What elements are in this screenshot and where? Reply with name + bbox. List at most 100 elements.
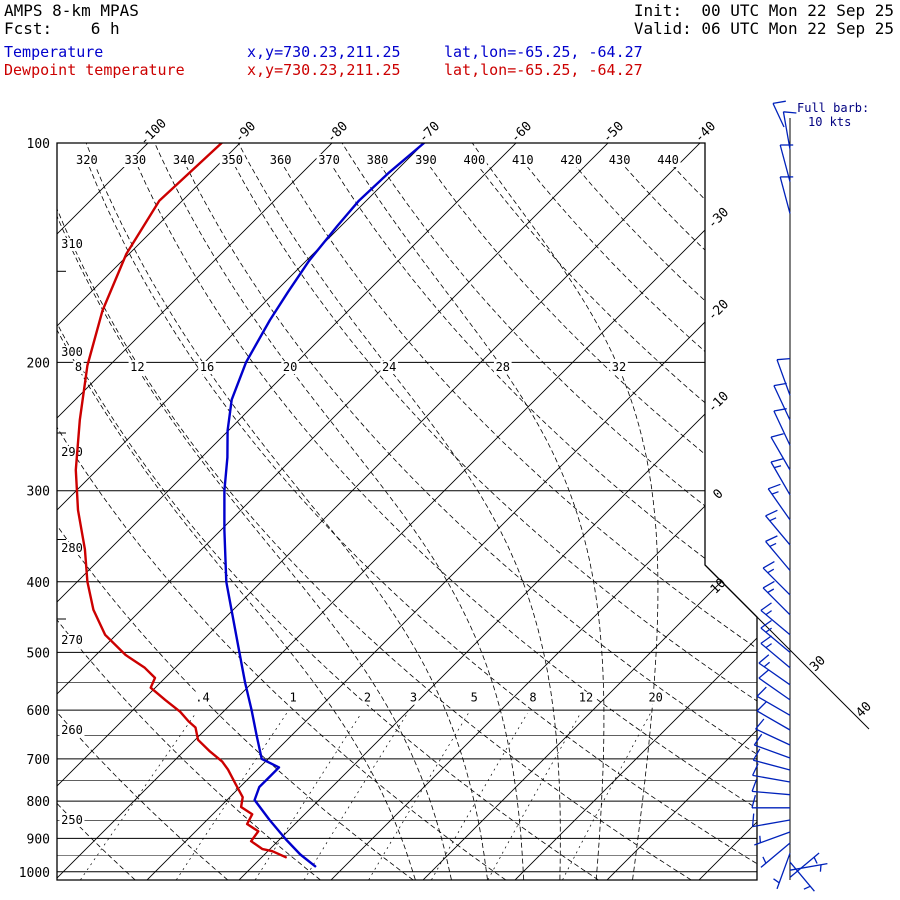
svg-text:-90: -90	[232, 119, 259, 146]
svg-text:40: 40	[853, 699, 875, 721]
svg-text:-40: -40	[692, 119, 719, 146]
svg-text:360: 360	[270, 153, 292, 167]
svg-text:260: 260	[61, 723, 83, 737]
dewpoint-trace	[74, 143, 287, 859]
wind-barb	[773, 385, 791, 421]
svg-text:390: 390	[415, 153, 437, 167]
svg-text:-10: -10	[705, 389, 732, 416]
svg-text:-20: -20	[705, 297, 732, 324]
svg-text:12: 12	[579, 691, 593, 705]
wind-barb	[789, 862, 828, 871]
svg-text:280: 280	[61, 541, 83, 555]
svg-text:30: 30	[807, 653, 829, 675]
wind-barb	[762, 587, 791, 616]
wind-barb	[773, 410, 791, 446]
svg-text:600: 600	[27, 704, 50, 719]
dewpoint-cursor-latlon: lat,lon=-65.25, -64.27	[444, 61, 643, 79]
wind-barb	[756, 695, 791, 716]
svg-text:500: 500	[27, 646, 50, 661]
svg-text:250: 250	[61, 813, 83, 827]
svg-text:290: 290	[61, 445, 83, 459]
wind-barb	[752, 774, 791, 783]
wind-barb	[753, 759, 791, 771]
svg-text:900: 900	[27, 832, 50, 847]
svg-text:420: 420	[560, 153, 582, 167]
svg-text:20: 20	[648, 691, 662, 705]
svg-text:0: 0	[710, 486, 726, 502]
init-time: Init: 00 UTC Mon 22 Sep 25	[633, 1, 894, 20]
svg-text:700: 700	[27, 753, 50, 768]
svg-text:8: 8	[529, 691, 536, 705]
wind-barb	[760, 642, 791, 669]
svg-text:100: 100	[27, 137, 50, 152]
svg-text:32: 32	[612, 360, 626, 374]
wind-barb	[752, 819, 791, 828]
svg-text:300: 300	[27, 485, 50, 500]
svg-text:430: 430	[609, 153, 631, 167]
svg-text:-100: -100	[137, 116, 170, 149]
wind-barb	[752, 790, 791, 796]
temperature-cursor-xy: x,y=730.23,211.25	[247, 43, 401, 61]
wind-barb	[770, 461, 791, 496]
svg-text:400: 400	[464, 153, 486, 167]
wind-barb	[754, 744, 791, 759]
skewt-gridlines	[57, 143, 757, 880]
svg-text:300: 300	[61, 345, 83, 359]
temperature-legend-label: Temperature	[4, 43, 104, 61]
svg-text:800: 800	[27, 795, 50, 810]
profile-traces	[74, 143, 426, 868]
svg-text:28: 28	[496, 360, 510, 374]
svg-text:-80: -80	[324, 119, 351, 146]
svg-text:350: 350	[221, 153, 243, 167]
dewpoint-legend-label: Dewpoint temperature	[4, 61, 185, 79]
dewpoint-cursor-x: x,y=730.23,211.25	[247, 61, 401, 79]
wind-barb	[758, 662, 791, 686]
wind-barb	[765, 515, 791, 546]
wind-legend-line2: 10 kts	[808, 115, 851, 129]
svg-text:310: 310	[61, 237, 83, 251]
wind-barb	[772, 103, 785, 128]
skewed-temp-axis	[704, 564, 870, 730]
svg-text:5: 5	[471, 691, 478, 705]
svg-text:380: 380	[367, 153, 389, 167]
svg-text:270: 270	[61, 633, 83, 647]
wind-barb	[755, 728, 791, 746]
svg-text:330: 330	[124, 153, 146, 167]
wind-barb	[789, 852, 820, 878]
wind-barb	[767, 488, 791, 521]
wind-legend-line1: Full barb:	[797, 101, 869, 115]
wind-barb	[760, 627, 791, 653]
svg-text:-50: -50	[600, 119, 627, 146]
wind-barb	[756, 710, 791, 731]
svg-text:8: 8	[75, 360, 82, 374]
wind-barb	[779, 144, 791, 182]
svg-text:2: 2	[364, 691, 371, 705]
wind-barb	[782, 111, 791, 150]
wind-barb	[760, 842, 791, 868]
chart-frame	[56, 142, 758, 881]
svg-text:20: 20	[283, 360, 297, 374]
wind-barb	[776, 359, 791, 396]
wind-barb	[762, 567, 791, 596]
wind-barb	[770, 436, 791, 471]
forecast-hour: Fcst: 6 h	[4, 19, 120, 38]
wind-barb	[789, 861, 815, 892]
wind-barb	[776, 852, 791, 890]
wind-barb-column	[751, 100, 828, 892]
svg-text:1000: 1000	[19, 866, 50, 881]
svg-text:370: 370	[318, 153, 340, 167]
svg-text:12: 12	[130, 360, 144, 374]
model-title: AMPS 8-km MPAS	[4, 1, 139, 20]
svg-text:-30: -30	[705, 205, 732, 232]
svg-text:3: 3	[410, 691, 417, 705]
wind-barb	[779, 176, 791, 214]
svg-text:1: 1	[290, 691, 297, 705]
wind-barb	[754, 831, 791, 846]
wind-barb	[760, 609, 791, 636]
svg-text:340: 340	[173, 153, 195, 167]
valid-time: Valid: 06 UTC Mon 22 Sep 25	[633, 19, 894, 38]
svg-text:200: 200	[27, 356, 50, 371]
svg-text:24: 24	[382, 360, 396, 374]
svg-text:400: 400	[27, 576, 50, 591]
